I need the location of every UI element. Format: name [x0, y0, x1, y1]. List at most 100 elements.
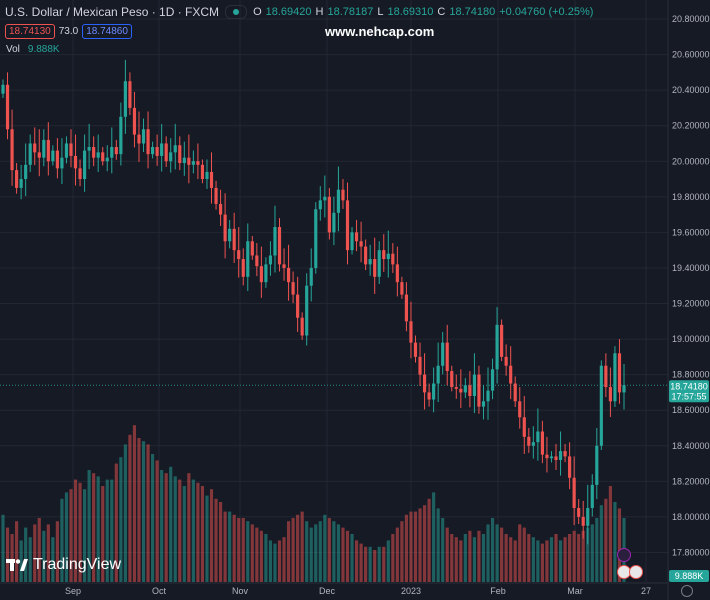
volume-bar	[608, 486, 612, 582]
volume-bar	[504, 534, 508, 582]
candle-body	[595, 445, 599, 485]
settings-icon[interactable]	[681, 585, 693, 597]
y-tick-label: 19.60000	[672, 227, 710, 237]
volume-bar	[182, 486, 186, 582]
volume-bar	[169, 466, 173, 582]
y-tick-label: 18.20000	[672, 476, 710, 486]
candle-body	[309, 267, 313, 286]
volume-bar	[200, 486, 205, 582]
candle-body	[173, 145, 177, 153]
close-value: 18.74180	[449, 6, 496, 18]
volume-last-label: 9.888K	[669, 570, 709, 582]
candle-body	[386, 253, 390, 260]
candle-body	[246, 241, 250, 277]
volume-bar	[42, 530, 46, 582]
volume-bar	[413, 511, 418, 582]
volume-bar	[404, 514, 409, 582]
volume-bar	[568, 534, 572, 582]
flash-event-icon[interactable]	[617, 548, 631, 562]
candle-body	[341, 189, 345, 201]
volume-bar	[527, 534, 531, 582]
candle-body	[1, 84, 5, 94]
candle-body	[64, 143, 69, 158]
volume-bar	[590, 524, 594, 582]
x-axis[interactable]: Sep Oct Nov Dec 2023 Feb Mar 27	[65, 586, 651, 596]
volume-bar	[540, 543, 544, 582]
open-value: 18.69420	[265, 6, 312, 18]
volume-bar	[237, 518, 241, 582]
volume-bar	[577, 534, 581, 582]
candle-body	[291, 282, 295, 295]
us-flag-event-icon[interactable]	[629, 565, 643, 579]
candle-body	[586, 507, 590, 526]
y-axis[interactable]: 20.80000 20.60000 20.40000 20.20000 20.00000…	[672, 14, 710, 557]
candle-body	[150, 147, 155, 155]
candle-body	[218, 203, 223, 215]
volume-bar	[15, 521, 19, 582]
candle-body	[409, 321, 413, 343]
x-tick-label: Dec	[319, 586, 336, 596]
volume-bar	[60, 498, 64, 582]
candle-body	[5, 84, 10, 130]
volume-bar	[490, 518, 495, 582]
y-tick-label: 18.80000	[672, 370, 710, 380]
volume-bar	[500, 527, 504, 582]
volume-bar	[391, 534, 395, 582]
candle-body	[608, 387, 612, 402]
candle-body	[223, 214, 227, 242]
volume-bar	[459, 540, 463, 582]
y-tick-label: 19.40000	[672, 263, 710, 273]
candle-body	[377, 250, 381, 277]
volume-bar	[486, 524, 490, 582]
trade-buttons: 18.74130 73.0 18.74860	[5, 24, 132, 39]
volume-bar	[445, 527, 449, 582]
candle-body	[568, 456, 572, 478]
candle-body	[540, 431, 544, 455]
volume-bar	[10, 534, 14, 582]
volume-bar	[572, 530, 576, 582]
volume-bar	[549, 537, 554, 582]
volume-bar	[205, 495, 209, 582]
market-open-icon[interactable]	[225, 5, 248, 19]
candle-body	[169, 152, 173, 162]
volume-bar	[73, 479, 78, 582]
volume-bar	[37, 518, 41, 582]
low-label: L	[377, 6, 384, 18]
symbol-title[interactable]: U.S. Dollar / Mexican Peso · 1D · FXCM	[5, 5, 220, 19]
tradingview-logo[interactable]: TradingView	[6, 556, 121, 574]
ohlc-legend: U.S. Dollar / Mexican Peso · 1D · FXCM O…	[5, 5, 593, 19]
candle-body	[268, 255, 273, 265]
volume-bar	[323, 514, 327, 582]
volume-bar	[536, 540, 540, 582]
volume-bar	[218, 502, 223, 582]
candle-body	[255, 255, 259, 267]
y-tick-label: 18.60000	[672, 405, 710, 415]
candle-body	[33, 143, 37, 153]
volume-bar	[196, 482, 200, 582]
candle-body	[73, 155, 78, 169]
candle-body	[137, 134, 141, 144]
volume-bar	[341, 527, 345, 582]
volume-bar	[123, 444, 127, 582]
y-tick-label: 17.80000	[672, 547, 710, 557]
candle-body	[477, 374, 481, 407]
candle-body	[196, 161, 200, 165]
volume-bar	[92, 473, 96, 582]
volume-legend[interactable]: Vol 9.888K	[6, 44, 60, 55]
buy-button[interactable]: 18.74860	[82, 24, 132, 39]
volume-bar	[241, 518, 245, 582]
candle-body	[237, 250, 241, 260]
candle-body	[60, 157, 64, 169]
candle-body	[128, 81, 132, 108]
candle-body	[481, 401, 486, 407]
candle-body	[572, 477, 576, 508]
y-tick-label: 18.00000	[672, 512, 710, 522]
candle-body	[286, 267, 291, 283]
x-tick-label: 2023	[401, 586, 421, 596]
volume-bar	[436, 508, 440, 582]
sell-button[interactable]: 18.74130	[5, 24, 55, 39]
volume-bar	[286, 521, 291, 582]
volume-bar	[454, 537, 458, 582]
tradingview-logo-icon	[6, 559, 28, 571]
